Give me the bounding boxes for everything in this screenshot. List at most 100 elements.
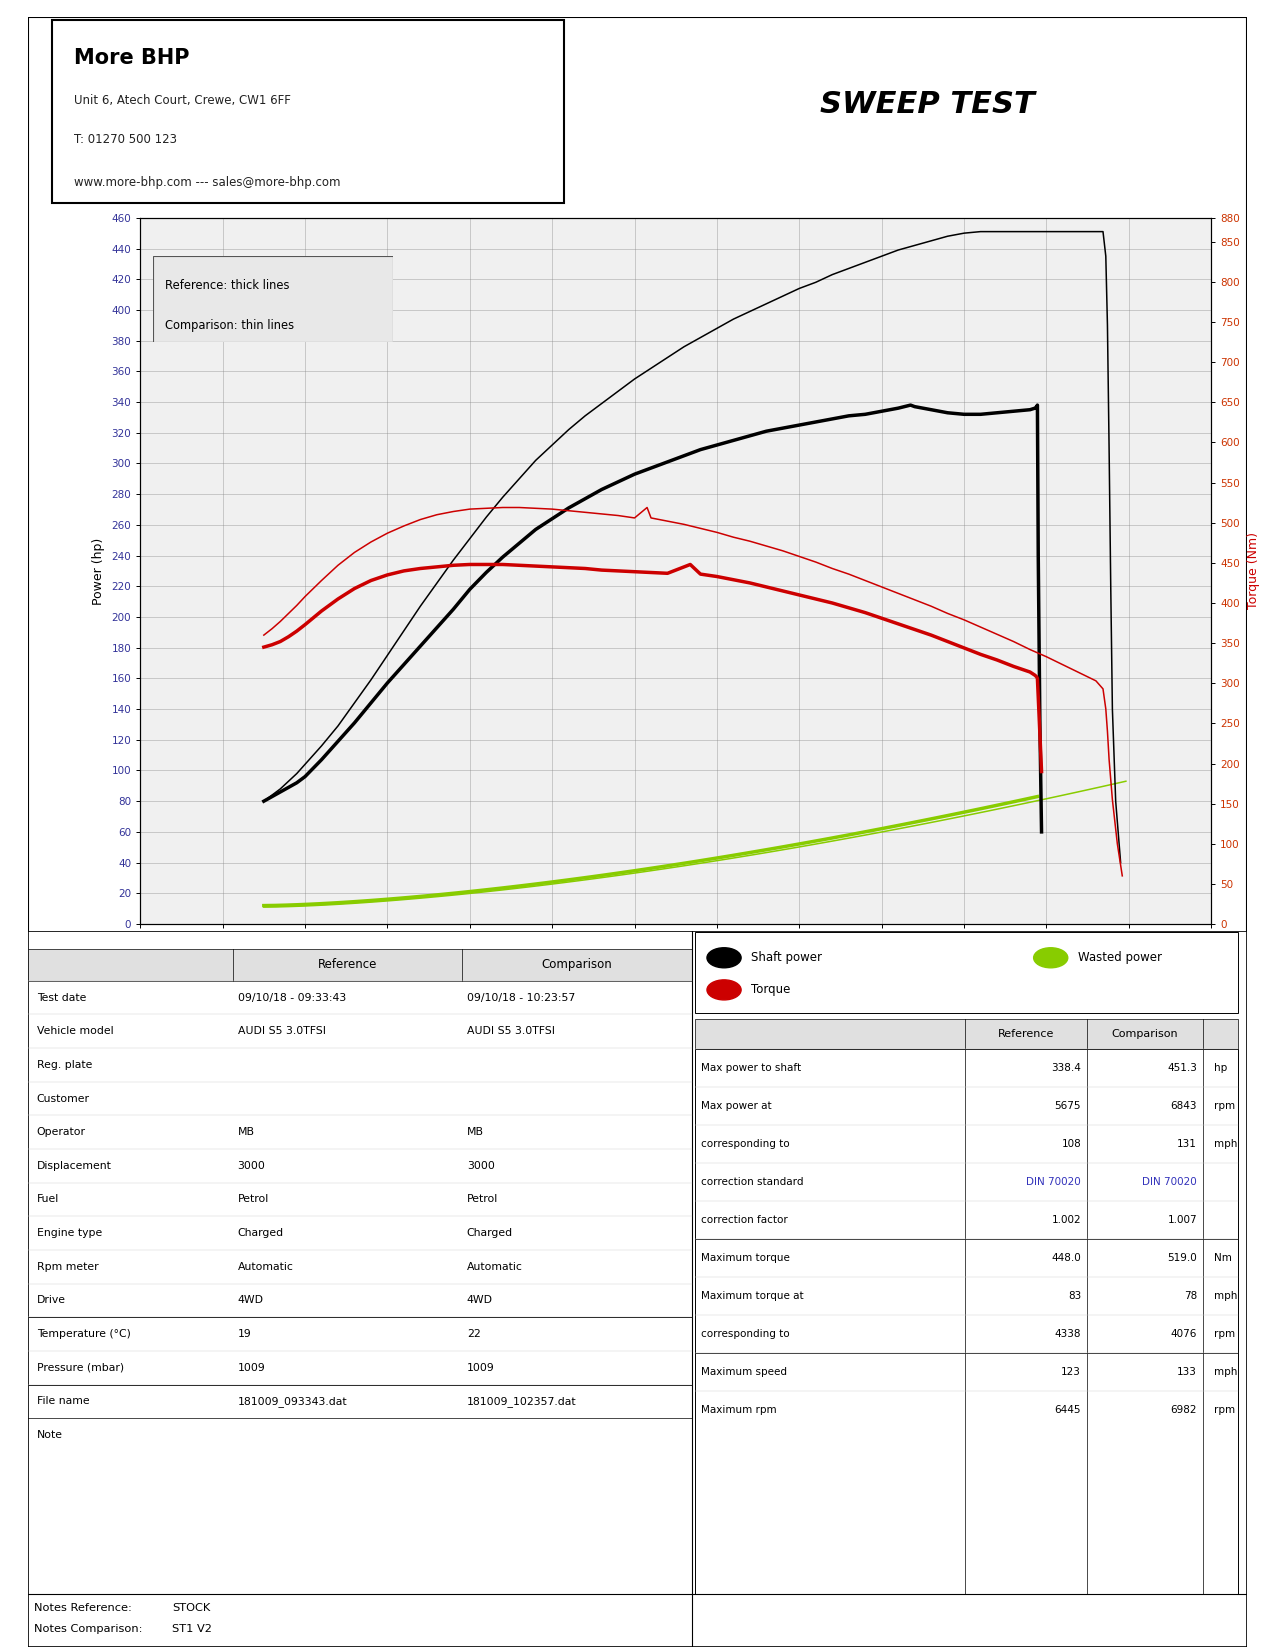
Text: 6843: 6843 bbox=[1170, 1102, 1197, 1112]
Text: mph: mph bbox=[1214, 1368, 1238, 1378]
Text: Comparison: Comparison bbox=[1112, 1030, 1178, 1040]
Y-axis label: Torque (Nm): Torque (Nm) bbox=[1247, 533, 1260, 609]
Text: SWEEP TEST: SWEEP TEST bbox=[820, 89, 1035, 119]
Text: Reference: Reference bbox=[998, 1030, 1054, 1040]
Text: rpm: rpm bbox=[1214, 1406, 1235, 1416]
Text: Maximum speed: Maximum speed bbox=[701, 1368, 787, 1378]
Text: 451.3: 451.3 bbox=[1167, 1064, 1197, 1074]
Text: Max power at: Max power at bbox=[701, 1102, 771, 1112]
Text: 4WD: 4WD bbox=[467, 1295, 493, 1305]
Text: Drive: Drive bbox=[37, 1295, 65, 1305]
Text: 6445: 6445 bbox=[1054, 1406, 1081, 1416]
Text: Max power to shaft: Max power to shaft bbox=[701, 1064, 801, 1074]
Bar bbox=[695, 1049, 1238, 1594]
Text: hp: hp bbox=[1214, 1064, 1228, 1074]
Y-axis label: Power (hp): Power (hp) bbox=[92, 538, 105, 604]
Circle shape bbox=[706, 947, 741, 969]
Text: 09/10/18 - 10:23:57: 09/10/18 - 10:23:57 bbox=[467, 993, 575, 1003]
Text: Comparison: Comparison bbox=[542, 959, 612, 972]
Text: Engine type: Engine type bbox=[37, 1228, 102, 1238]
Text: 1009: 1009 bbox=[467, 1363, 495, 1373]
Text: 338.4: 338.4 bbox=[1052, 1064, 1081, 1074]
X-axis label: Rpm: Rpm bbox=[659, 950, 692, 964]
Text: Charged: Charged bbox=[237, 1228, 284, 1238]
Text: Maximum torque: Maximum torque bbox=[701, 1254, 789, 1264]
Text: 448.0: 448.0 bbox=[1052, 1254, 1081, 1264]
Text: 3000: 3000 bbox=[237, 1162, 265, 1172]
Text: 22: 22 bbox=[467, 1330, 481, 1340]
Text: 6982: 6982 bbox=[1170, 1406, 1197, 1416]
Text: AUDI S5 3.0TFSI: AUDI S5 3.0TFSI bbox=[467, 1026, 555, 1036]
Text: DIN 70020: DIN 70020 bbox=[1026, 1178, 1081, 1188]
Text: corresponding to: corresponding to bbox=[701, 1140, 789, 1150]
Text: mph: mph bbox=[1214, 1292, 1238, 1302]
Text: corresponding to: corresponding to bbox=[701, 1330, 789, 1340]
Text: Maximum torque at: Maximum torque at bbox=[701, 1292, 803, 1302]
Text: 3000: 3000 bbox=[467, 1162, 495, 1172]
Text: 1.007: 1.007 bbox=[1168, 1216, 1197, 1226]
Text: mph: mph bbox=[1214, 1140, 1238, 1150]
Text: Vehicle model: Vehicle model bbox=[37, 1026, 113, 1036]
Text: Notes Reference:: Notes Reference: bbox=[34, 1604, 133, 1614]
Text: ST1 V2: ST1 V2 bbox=[172, 1624, 212, 1634]
Text: Automatic: Automatic bbox=[467, 1262, 523, 1272]
Text: Petrol: Petrol bbox=[467, 1195, 499, 1204]
Text: Temperature (°C): Temperature (°C) bbox=[37, 1330, 130, 1340]
Text: Comparison: thin lines: Comparison: thin lines bbox=[164, 318, 295, 332]
Text: rpm: rpm bbox=[1214, 1102, 1235, 1112]
Text: Customer: Customer bbox=[37, 1094, 89, 1104]
Text: More BHP: More BHP bbox=[74, 48, 190, 68]
Bar bbox=[52, 20, 565, 203]
Text: Note: Note bbox=[37, 1431, 62, 1440]
Text: Shaft power: Shaft power bbox=[751, 952, 822, 964]
Bar bbox=[28, 949, 692, 980]
Text: File name: File name bbox=[37, 1396, 89, 1406]
Text: 181009_102357.dat: 181009_102357.dat bbox=[467, 1396, 576, 1407]
Text: Petrol: Petrol bbox=[237, 1195, 269, 1204]
Text: Rpm meter: Rpm meter bbox=[37, 1262, 98, 1272]
Text: Test date: Test date bbox=[37, 993, 85, 1003]
Text: MB: MB bbox=[237, 1127, 255, 1137]
Text: DIN 70020: DIN 70020 bbox=[1142, 1178, 1197, 1188]
Text: 123: 123 bbox=[1061, 1368, 1081, 1378]
Bar bbox=[695, 932, 1238, 1013]
Text: 78: 78 bbox=[1183, 1292, 1197, 1302]
Text: rpm: rpm bbox=[1214, 1330, 1235, 1340]
Text: correction factor: correction factor bbox=[701, 1216, 788, 1226]
Text: Notes Comparison:: Notes Comparison: bbox=[34, 1624, 143, 1634]
Text: Maximum rpm: Maximum rpm bbox=[701, 1406, 776, 1416]
Text: www.more-bhp.com --- sales@more-bhp.com: www.more-bhp.com --- sales@more-bhp.com bbox=[74, 177, 340, 190]
Text: AUDI S5 3.0TFSI: AUDI S5 3.0TFSI bbox=[237, 1026, 325, 1036]
Text: 19: 19 bbox=[237, 1330, 251, 1340]
Text: 1.002: 1.002 bbox=[1052, 1216, 1081, 1226]
Text: MB: MB bbox=[467, 1127, 483, 1137]
Text: Nm: Nm bbox=[1214, 1254, 1232, 1264]
Text: 131: 131 bbox=[1177, 1140, 1197, 1150]
Text: Operator: Operator bbox=[37, 1127, 85, 1137]
Text: Fuel: Fuel bbox=[37, 1195, 59, 1204]
Text: Reference: Reference bbox=[317, 959, 377, 972]
Text: correction standard: correction standard bbox=[701, 1178, 803, 1188]
Text: 4076: 4076 bbox=[1170, 1330, 1197, 1340]
Text: Wasted power: Wasted power bbox=[1077, 952, 1162, 964]
Bar bbox=[695, 1018, 1238, 1049]
Text: 83: 83 bbox=[1068, 1292, 1081, 1302]
Text: Displacement: Displacement bbox=[37, 1162, 111, 1172]
Text: Reference: thick lines: Reference: thick lines bbox=[164, 279, 289, 292]
Text: T: 01270 500 123: T: 01270 500 123 bbox=[74, 134, 177, 147]
Text: 4338: 4338 bbox=[1054, 1330, 1081, 1340]
Text: Pressure (mbar): Pressure (mbar) bbox=[37, 1363, 124, 1373]
Text: Unit 6, Atech Court, Crewe, CW1 6FF: Unit 6, Atech Court, Crewe, CW1 6FF bbox=[74, 94, 291, 107]
Text: 4WD: 4WD bbox=[237, 1295, 264, 1305]
Text: Charged: Charged bbox=[467, 1228, 513, 1238]
Text: Torque: Torque bbox=[751, 983, 790, 997]
Text: 5675: 5675 bbox=[1054, 1102, 1081, 1112]
Text: 133: 133 bbox=[1177, 1368, 1197, 1378]
Text: 519.0: 519.0 bbox=[1167, 1254, 1197, 1264]
Text: 1009: 1009 bbox=[237, 1363, 265, 1373]
Circle shape bbox=[1034, 947, 1067, 969]
Text: 108: 108 bbox=[1061, 1140, 1081, 1150]
Text: STOCK: STOCK bbox=[172, 1604, 210, 1614]
Text: Automatic: Automatic bbox=[237, 1262, 293, 1272]
Text: 181009_093343.dat: 181009_093343.dat bbox=[237, 1396, 347, 1407]
